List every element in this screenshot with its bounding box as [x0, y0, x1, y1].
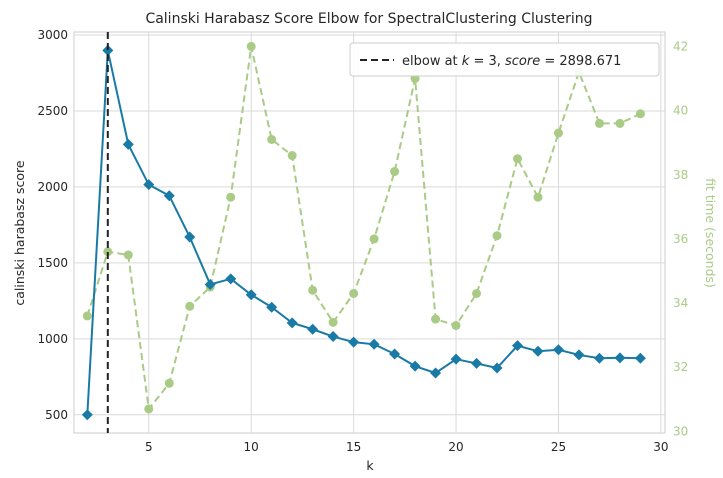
score-point	[552, 344, 564, 356]
y-tick-label: 2000	[37, 180, 68, 194]
legend-box	[349, 42, 660, 77]
fit-time-point	[615, 118, 625, 128]
legend: elbow at k = 3, score = 2898.671	[349, 42, 660, 77]
fit-time-point	[123, 250, 133, 260]
y-tick-label: 1000	[37, 332, 68, 346]
x-tick-label: 15	[346, 440, 361, 454]
y-tick-label: 3000	[37, 28, 68, 42]
y2-tick-label: 40	[673, 104, 688, 118]
fit-time-point	[82, 311, 92, 321]
fit-time-point	[513, 154, 523, 164]
fit-time-point	[492, 231, 502, 241]
y-tick-label: 500	[45, 408, 68, 422]
score-point	[450, 353, 462, 365]
fit-time-point	[635, 109, 645, 119]
fit-time-point	[451, 321, 461, 331]
score-point	[307, 323, 319, 335]
y2-tick-label: 34	[673, 296, 688, 310]
x-tick-label: 30	[653, 440, 668, 454]
x-axis-label: k	[366, 458, 374, 473]
x-tick-label: 25	[551, 440, 566, 454]
score-point	[532, 345, 544, 357]
fit-time-point	[185, 301, 195, 311]
score-point	[204, 278, 216, 290]
score-point	[225, 273, 237, 285]
fit-time-point	[103, 247, 113, 257]
score-point	[614, 352, 626, 364]
fit-time-point	[287, 151, 297, 161]
score-point	[409, 360, 421, 372]
y2-tick-label: 32	[673, 360, 688, 374]
score-point	[286, 317, 298, 329]
y-tick-label: 1500	[37, 256, 68, 270]
score-point	[327, 331, 339, 343]
score-point	[163, 190, 175, 202]
y2-tick-label: 42	[673, 39, 688, 53]
fit-time-point	[144, 404, 154, 414]
score-point	[81, 409, 93, 421]
fit-time-point	[308, 285, 318, 295]
x-axis-ticks: 5 10 15 20 25 30	[145, 440, 669, 454]
score-point	[348, 336, 360, 348]
score-point	[471, 357, 483, 369]
y-axis-ticks: 500 1000 1500 2000 2500 3000	[37, 28, 68, 422]
fit-time-point	[553, 128, 563, 138]
legend-elbow-label: elbow at k = 3, score = 2898.671	[402, 54, 621, 69]
fit-time-point	[390, 167, 400, 177]
fit-time-point	[328, 317, 338, 327]
score-line	[86, 50, 641, 415]
fit-time-point	[533, 192, 543, 202]
x-tick-label: 10	[244, 440, 259, 454]
score-point	[491, 362, 503, 374]
y-axis-label: calinski harabasz score	[12, 160, 27, 306]
fit-time-point	[431, 314, 441, 324]
score-point	[512, 340, 524, 352]
score-point	[102, 44, 114, 56]
y2-axis-ticks: 30 32 34 36 38 40 42	[673, 39, 688, 438]
score-point	[389, 348, 401, 360]
score-point	[245, 289, 257, 301]
x-tick-label: 20	[448, 440, 463, 454]
chart-title: Calinski Harabasz Score Elbow for Spectr…	[145, 11, 592, 27]
score-point	[122, 138, 134, 150]
y-tick-label: 2500	[37, 104, 68, 118]
fit-time-point	[246, 41, 256, 51]
fit-time-point	[226, 192, 236, 202]
score-point	[184, 231, 196, 243]
plot-background	[73, 31, 666, 434]
score-point	[573, 349, 585, 361]
score-point	[634, 352, 646, 364]
fit-time-point	[369, 234, 379, 244]
score-point	[266, 301, 278, 313]
y2-tick-label: 36	[673, 232, 688, 246]
fit-time-point	[164, 378, 174, 388]
grid	[74, 32, 665, 433]
fit-time-point	[349, 288, 359, 298]
x-tick-label: 5	[145, 440, 153, 454]
y2-axis-label: fit time (seconds)	[703, 178, 718, 288]
series-layer	[81, 41, 646, 421]
fit-time-point	[472, 288, 482, 298]
score-point	[430, 367, 442, 379]
score-point	[143, 179, 155, 191]
fit-time-point	[267, 134, 277, 144]
y2-tick-label: 38	[673, 168, 688, 182]
y2-tick-label: 30	[673, 424, 688, 438]
score-point	[593, 352, 605, 364]
fit-time-point	[594, 118, 604, 128]
score-point	[368, 338, 380, 350]
